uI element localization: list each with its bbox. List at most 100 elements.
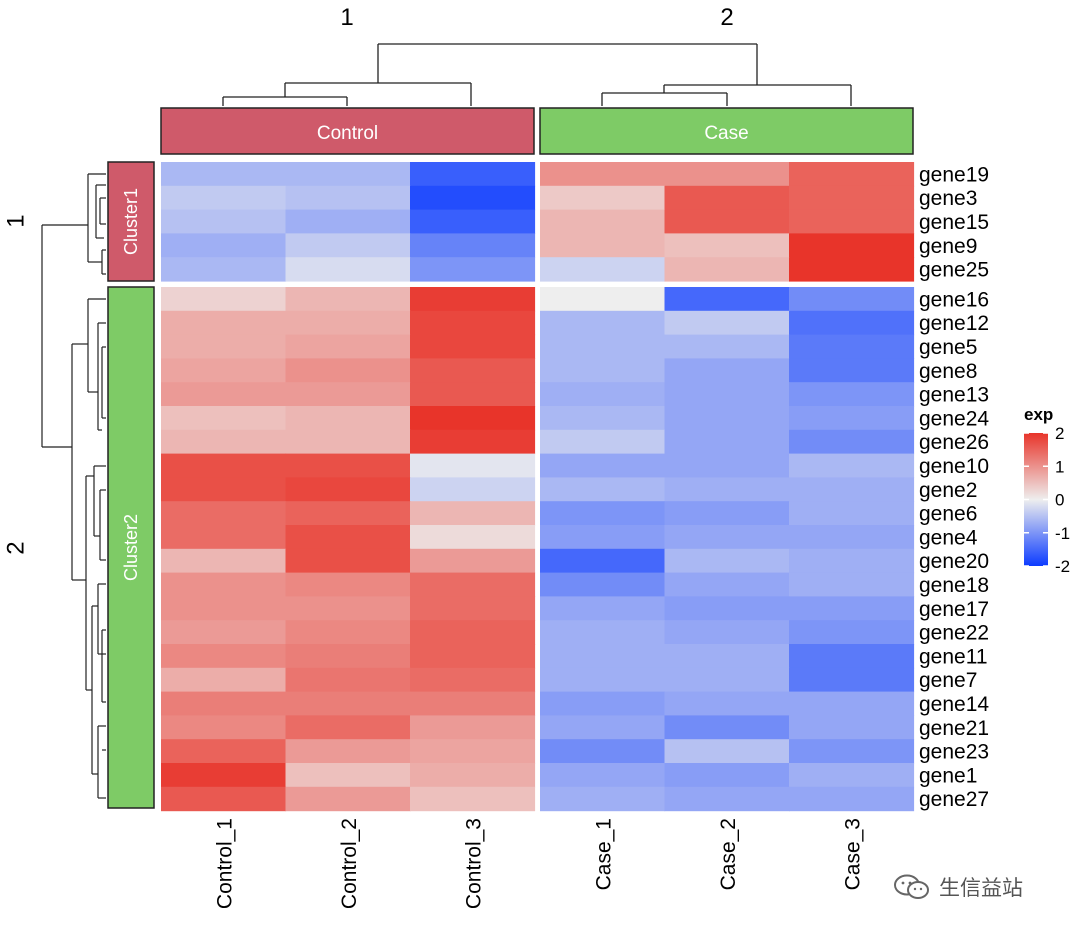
- heatmap-cell-gene9-Control_3: [410, 233, 536, 258]
- column-annotation-case: [539, 107, 914, 155]
- heatmap-cell-gene2-Case_3: [789, 477, 915, 502]
- heatmap-cell-gene15-Case_1: [540, 209, 666, 234]
- legend-tick-label: -1: [1055, 524, 1070, 543]
- row-label-gene17: gene17: [919, 598, 989, 621]
- heatmap-cell-gene10-Control_3: [410, 453, 536, 478]
- heatmap-cell-gene16-Control_1: [161, 287, 287, 312]
- heatmap-cell-gene10-Case_1: [540, 453, 666, 478]
- heatmap-cell-gene26-Control_3: [410, 429, 536, 455]
- heatmap-cell-gene23-Control_2: [285, 739, 411, 764]
- heatmap-cell-gene13-Control_2: [285, 382, 411, 407]
- heatmap-cell-gene6-Control_1: [161, 501, 287, 526]
- heatmap-cell-gene19-Case_1: [540, 162, 666, 187]
- heatmap-cell-gene26-Control_2: [285, 429, 411, 455]
- heatmap-cell-gene8-Control_3: [410, 358, 536, 383]
- heatmap-cell-gene15-Case_3: [789, 209, 915, 234]
- heatmap-cell-gene9-Case_1: [540, 233, 666, 258]
- row-label-gene18: gene18: [919, 574, 989, 597]
- heatmap-cell-gene21-Control_1: [161, 715, 287, 740]
- heatmap-cell-gene22-Control_2: [285, 620, 411, 645]
- row-annotation-label: Cluster2: [121, 514, 141, 581]
- row-label-gene14: gene14: [919, 693, 989, 716]
- legend-tick-label: 0: [1055, 491, 1064, 510]
- heatmap-cell-gene16-Case_1: [540, 287, 666, 312]
- column-label-Control_3: Control_3: [462, 818, 485, 909]
- heatmap-cell-gene17-Control_1: [161, 596, 287, 621]
- heatmap-cell-gene13-Case_2: [664, 382, 790, 407]
- heatmap-cell-gene9-Case_2: [664, 233, 790, 258]
- heatmap-cell-gene1-Control_2: [285, 763, 411, 788]
- heatmap-cell-gene9-Control_2: [285, 233, 411, 258]
- row-label-gene27: gene27: [919, 788, 989, 811]
- heatmap-cell-gene11-Control_1: [161, 644, 287, 669]
- legend-tick-label: 1: [1055, 457, 1064, 476]
- heatmap-cell-gene18-Case_2: [664, 572, 790, 597]
- heatmap-cell-gene25-Case_2: [664, 257, 790, 282]
- row-label-gene5: gene5: [919, 336, 977, 359]
- heatmap-cell-gene19-Control_2: [285, 162, 411, 187]
- heatmap-cell-gene11-Case_2: [664, 644, 790, 669]
- heatmap-cell-gene2-Control_2: [285, 477, 411, 502]
- heatmap-cell-gene21-Control_2: [285, 715, 411, 740]
- heatmap-cell-gene24-Control_3: [410, 406, 536, 431]
- heatmap-cell-gene18-Case_3: [789, 572, 915, 597]
- heatmap-cell-gene17-Case_2: [664, 596, 790, 621]
- heatmap-cell-gene21-Case_1: [540, 715, 666, 740]
- heatmap-cell-gene6-Control_3: [410, 501, 536, 526]
- row-label-gene12: gene12: [919, 312, 989, 335]
- heatmap-cell-gene22-Control_1: [161, 620, 287, 645]
- heatmap-cell-gene7-Case_2: [664, 667, 790, 693]
- heatmap-cell-gene13-Case_1: [540, 382, 666, 407]
- heatmap-cell-gene10-Control_1: [161, 453, 287, 478]
- heatmap-cell-gene4-Control_1: [161, 525, 287, 550]
- heatmap-cell-gene13-Case_3: [789, 382, 915, 407]
- heatmap-cell-gene20-Case_3: [789, 548, 915, 574]
- heatmap-cell-gene12-Case_1: [540, 310, 666, 336]
- row-split-label: 1: [3, 214, 30, 227]
- heatmap-cell-gene10-Case_2: [664, 453, 790, 478]
- heatmap-cell-gene2-Case_1: [540, 477, 666, 502]
- row-label-gene25: gene25: [919, 259, 989, 282]
- heatmap-cell-gene22-Case_1: [540, 620, 666, 645]
- heatmap-cell-gene21-Case_3: [789, 715, 915, 740]
- heatmap-cell-gene22-Control_3: [410, 620, 536, 645]
- heatmap-cell-gene4-Case_2: [664, 525, 790, 550]
- legend-title: exp: [1024, 405, 1053, 424]
- heatmap-cell-gene23-Case_3: [789, 739, 915, 764]
- heatmap-cell-gene24-Control_1: [161, 406, 287, 431]
- heatmap-cell-gene18-Control_3: [410, 572, 536, 597]
- row-dendrogram: [41, 173, 106, 799]
- heatmap-cell-gene27-Control_2: [285, 786, 411, 812]
- row-label-gene10: gene10: [919, 455, 989, 478]
- heatmap-cell-gene9-Control_1: [161, 233, 287, 258]
- heatmap-cell-gene15-Case_2: [664, 209, 790, 234]
- heatmap-cell-gene25-Case_3: [789, 257, 915, 282]
- heatmap-cell-gene17-Control_3: [410, 596, 536, 621]
- heatmap-cell-gene11-Control_3: [410, 644, 536, 669]
- column-label-Control_1: Control_1: [213, 818, 236, 909]
- heatmap-cell-gene1-Case_1: [540, 763, 666, 788]
- wechat-icon: [894, 874, 929, 899]
- heatmap-cell-gene24-Control_2: [285, 406, 411, 431]
- watermark-text: 生信益站: [939, 876, 1023, 900]
- row-label-gene15: gene15: [919, 211, 989, 234]
- row-label-gene8: gene8: [919, 360, 977, 383]
- heatmap-cell-gene2-Control_3: [410, 477, 536, 502]
- heatmap-cell-gene7-Control_2: [285, 667, 411, 693]
- column-label-Case_3: Case_3: [841, 818, 864, 890]
- heatmap-cell-gene11-Case_1: [540, 644, 666, 669]
- heatmap-cell-gene18-Control_1: [161, 572, 287, 597]
- heatmap-cell-gene4-Case_1: [540, 525, 666, 550]
- heatmap-cell-gene5-Case_3: [789, 334, 915, 359]
- row-label-gene21: gene21: [919, 717, 989, 740]
- column-annotation: Control 1 Case 2: [160, 4, 914, 155]
- heatmap-cell-gene19-Control_3: [410, 162, 536, 187]
- heatmap-cell-gene8-Control_2: [285, 358, 411, 383]
- heatmap-cell-gene26-Control_1: [161, 429, 287, 455]
- row-label-gene22: gene22: [919, 622, 989, 645]
- column-dendrogram: [222, 43, 852, 106]
- heatmap-cell-gene24-Case_1: [540, 406, 666, 431]
- watermark: 生信益站: [893, 870, 1023, 904]
- row-label-gene20: gene20: [919, 550, 989, 573]
